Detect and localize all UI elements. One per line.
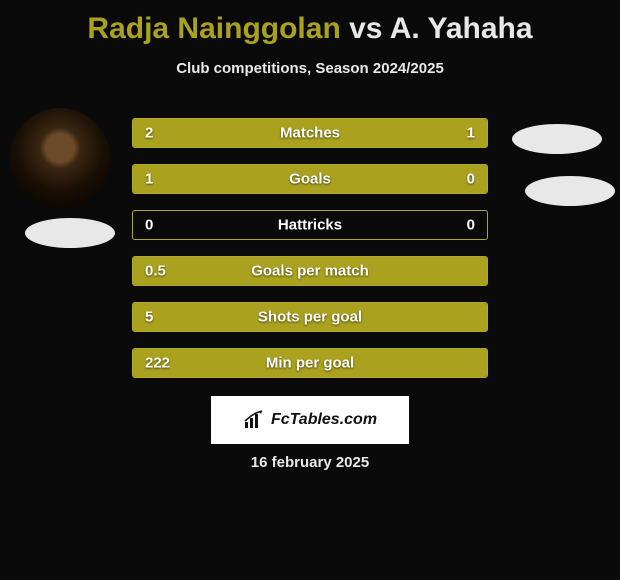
bar-label: Min per goal: [266, 355, 354, 372]
vs-text: vs: [349, 12, 382, 45]
brand-text: FcTables.com: [271, 411, 377, 429]
stat-row: 1 0 Goals: [132, 164, 488, 194]
stat-row: 222 Min per goal: [132, 348, 488, 378]
stat-row: 2 1 Matches: [132, 118, 488, 148]
bar-label: Goals per match: [251, 263, 369, 280]
bar-label: Matches: [280, 125, 340, 142]
bar-value-left: 2: [145, 125, 153, 142]
player2-name: A. Yahaha: [390, 12, 533, 45]
bar-value-left: 1: [145, 171, 153, 188]
stat-row: 0 0 Hattricks: [132, 210, 488, 240]
bar-value-left: 5: [145, 309, 153, 326]
bar-label: Shots per goal: [258, 309, 362, 326]
bar-value-left: 0: [145, 217, 153, 234]
player1-shadow-oval: [25, 218, 115, 248]
stat-bars: 2 1 Matches 1 0 Goals 0 0 Hattricks 0.5 Goals per …: [132, 118, 488, 394]
brand-chart-icon: [243, 410, 265, 430]
player1-name: Radja Nainggolan: [87, 12, 340, 45]
subtitle: Club competitions, Season 2024/2025: [0, 60, 620, 77]
date-text: 16 february 2025: [251, 454, 369, 471]
stat-row: 0.5 Goals per match: [132, 256, 488, 286]
bar-label: Hattricks: [278, 217, 342, 234]
bar-value-left: 0.5: [145, 263, 166, 280]
bar-value-left: 222: [145, 355, 170, 372]
stat-row: 5 Shots per goal: [132, 302, 488, 332]
comparison-title: Radja Nainggolan vs A. Yahaha: [0, 0, 620, 46]
player1-avatar: [10, 108, 110, 208]
bar-value-right: 0: [467, 171, 475, 188]
bar-value-right: 1: [467, 125, 475, 142]
brand-box: FcTables.com: [211, 396, 409, 444]
player2-oval-1: [512, 124, 602, 154]
player2-oval-2: [525, 176, 615, 206]
bar-value-right: 0: [467, 217, 475, 234]
bar-label: Goals: [289, 171, 331, 188]
